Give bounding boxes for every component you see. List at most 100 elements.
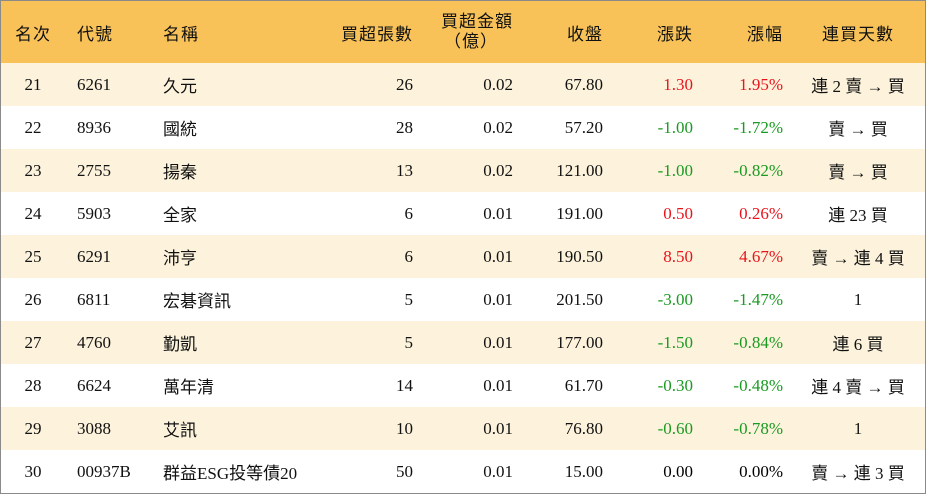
table-row: 29 3088 艾訊 10 0.01 76.80 -0.60 -0.78% 1 [1,407,925,450]
table-cell: 0.01 [483,461,513,481]
column-header: 收盤 [521,1,611,63]
table-cell: 26 [323,63,421,106]
table-cell: 1.30 [611,63,701,106]
column-header: 漲跌 [611,1,701,63]
column-header: 名稱 [151,1,323,63]
column-header: 連買天數 [791,1,925,63]
table-cell: -1.47% [733,289,783,309]
table-cell: 2755 [65,149,151,192]
table-row: 27 4760 勤凱 5 0.01 177.00 -1.50 -0.84% 連 6 買 [1,321,925,364]
table-cell: 連 2 賣 → 買 [791,63,925,106]
table-cell: -0.60 [611,407,701,450]
table-cell: 0.01 [421,321,521,364]
table-row: 23 2755 揚秦 13 0.02 121.00 -1.00 -0.82% 賣 → 買 [1,149,925,192]
table-cell: -1.50 [611,321,701,364]
table-cell: 連 23 買 [828,206,888,225]
table-cell: -0.84% [701,321,791,364]
table-cell: 28 [24,375,42,395]
table-cell: 0.01 [421,407,521,450]
table-row: 28 6624 萬年清 14 0.01 61.70 -0.30 -0.48% 連 4 賣 → 買 [1,364,925,407]
table-cell: 5 [323,321,421,364]
table-cell: 0.02 [421,149,521,192]
table-cell: 沛亨 [151,235,323,278]
table-cell: 121.00 [521,149,611,192]
table-cell: 全家 [163,206,197,225]
table-cell: 0.26% [739,203,783,223]
column-header: 買超張數 [323,1,421,63]
table-cell: 賣 → 連 3 買 [811,464,905,483]
table-cell: 勤凱 [151,321,323,364]
column-header: 名次 [1,1,65,63]
table-cell: 25 [1,235,65,278]
table-cell: 6 [323,235,421,278]
column-header: 漲幅 [701,1,791,63]
table-row: 26 6811 宏碁資訊 5 0.01 201.50 -3.00 -1.47% 1 [1,278,925,321]
table-cell: 10 [323,407,421,450]
table-cell: 國統 [163,120,197,139]
header-text: （億） [444,32,498,51]
table-cell: 4760 [65,321,151,364]
table-cell: 賣 → 買 [791,149,925,192]
table-cell: 23 [1,149,65,192]
table-cell: 15.00 [564,461,603,481]
table-cell: 8.50 [611,235,701,278]
table-cell: 191.00 [556,203,603,223]
table-cell: 6291 [65,235,151,278]
table-cell: -3.00 [657,289,693,309]
table-row: 21 6261 久元 26 0.02 67.80 1.30 1.95% 連 2 賣 → 買 [1,63,925,106]
table-cell: 26 [24,289,42,309]
table-cell: -1.00 [657,117,693,137]
table-cell: 27 [1,321,65,364]
table-cell: 0.50 [663,203,693,223]
table-cell: 賣 → 買 [828,120,888,139]
table-cell: 1 [791,407,925,450]
table-cell: 久元 [151,63,323,106]
table-cell: 6811 [77,289,111,309]
table-cell: -0.30 [657,375,693,395]
column-header: 代號 [65,1,151,63]
table-cell: 21 [1,63,65,106]
table-cell: 29 [1,407,65,450]
table-cell: 201.50 [556,289,603,309]
table-cell: -0.82% [701,149,791,192]
table-cell: 0.00% [739,461,783,481]
table-cell: 宏碁資訊 [163,292,231,311]
table-cell: 13 [323,149,421,192]
table-cell: -0.48% [733,375,783,395]
table-cell: 0.01 [483,375,513,395]
table-cell: 揚秦 [151,149,323,192]
table-cell: 24 [24,203,42,223]
table-cell: 22 [24,117,42,137]
table-cell: 0.01 [483,203,513,223]
table-cell: 0.02 [421,63,521,106]
table-cell: 1.95% [701,63,791,106]
table-cell: 0.02 [483,117,513,137]
table-cell: 76.80 [521,407,611,450]
table-cell: 群益ESG投等債20 [163,464,298,483]
table-cell: 30 [24,461,42,481]
table-cell: 0.00 [663,461,693,481]
table-cell: 6 [404,203,414,223]
table-cell: 50 [396,461,413,481]
table-cell: 61.70 [564,375,603,395]
table-cell: 8936 [77,117,111,137]
table-cell: 賣 → 連 4 買 [791,235,925,278]
table-cell: 6624 [77,375,111,395]
table-cell: 0.01 [483,289,513,309]
table-row: 30 00937B 群益ESG投等債20 50 0.01 15.00 0.00 0.00% 賣 … [1,450,925,493]
table-cell: 67.80 [521,63,611,106]
header-row: 名次 代號 名稱 買超張數 買超金額 （億） 收盤 漲跌 漲幅 連買天數 [1,1,925,63]
table-cell: 6261 [65,63,151,106]
table-cell: 00937B [77,461,131,481]
table-cell: -1.00 [611,149,701,192]
table-cell: -0.78% [701,407,791,450]
table-cell: 5 [404,289,414,309]
table-body: 21 6261 久元 26 0.02 67.80 1.30 1.95% 連 2 賣 → 買 22 8… [1,63,925,493]
table-cell: 14 [396,375,413,395]
table-cell: 5903 [77,203,111,223]
table-cell: 4.67% [701,235,791,278]
table-cell: 28 [396,117,413,137]
table-cell: 3088 [65,407,151,450]
